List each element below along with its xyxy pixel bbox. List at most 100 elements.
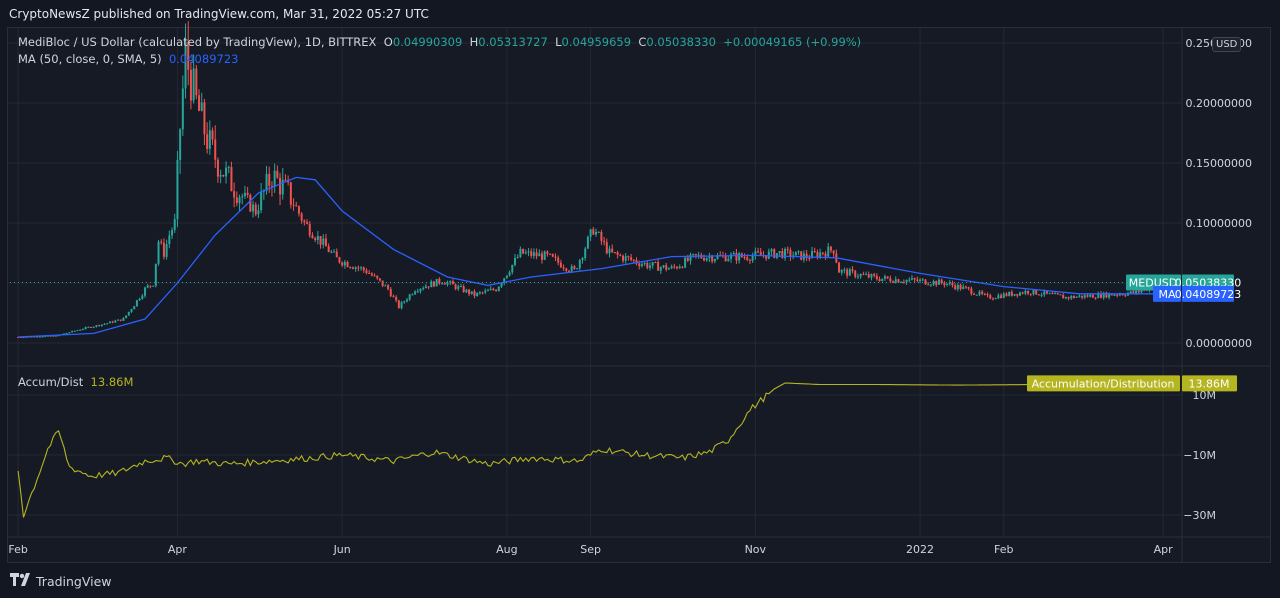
candle-body (252, 204, 255, 212)
candle-body (392, 296, 395, 298)
candle-body (573, 266, 576, 269)
candle-body (624, 256, 627, 261)
tradingview-logo[interactable]: TradingView (10, 573, 112, 590)
candle-body (38, 336, 41, 338)
candle-body (540, 253, 543, 260)
x-tick-label: Feb (8, 543, 27, 556)
candle-body (935, 281, 938, 285)
candle-body (295, 205, 298, 207)
candle-body (627, 256, 630, 258)
candle-body (659, 267, 662, 271)
candle-body (597, 232, 600, 234)
candle-body (230, 167, 233, 192)
candle-body (1056, 293, 1059, 295)
candle-body (222, 174, 225, 177)
ad-series-badge-label: Accumulation/Distribution (1032, 377, 1175, 390)
candle-body (632, 259, 635, 261)
candle-body (1032, 289, 1035, 295)
candle-body (900, 281, 903, 283)
x-tick-label: Nov (745, 543, 767, 556)
candle-body (1016, 294, 1019, 296)
candle-body (268, 173, 271, 186)
close-label: C (638, 35, 647, 49)
candle-body (811, 251, 814, 259)
candle-body (405, 299, 408, 302)
candle-body (840, 270, 843, 273)
candle-body (786, 248, 789, 251)
candle-body (554, 256, 557, 258)
candle-body (208, 130, 211, 149)
candle-body (781, 251, 784, 258)
candle-body (1040, 294, 1043, 296)
candle-body (478, 292, 481, 294)
candle-body (168, 235, 171, 245)
candle-body (913, 278, 916, 280)
candle-body (338, 257, 341, 263)
candle-body (603, 240, 606, 243)
candle-body (98, 325, 101, 327)
candle-body (376, 275, 379, 279)
candle-body (1062, 295, 1065, 299)
candle-body (92, 326, 95, 328)
candle-body (565, 268, 568, 271)
candle-body (1059, 294, 1062, 296)
candle-body (711, 256, 714, 262)
candle-body (1018, 292, 1021, 296)
candle-body (49, 335, 52, 337)
candle-body (886, 276, 889, 279)
candle-body (929, 284, 932, 286)
candle-body (314, 238, 317, 240)
candle-body (1102, 292, 1105, 298)
candle-body (689, 254, 692, 261)
candle-body (867, 274, 870, 278)
candle-body (881, 278, 884, 282)
candle-body (1021, 292, 1024, 294)
candle-body (427, 286, 430, 288)
candle-body (1116, 294, 1119, 296)
candle-body (1094, 297, 1097, 299)
ma-value-badge-text: 0.04089723 (1175, 288, 1241, 301)
ad-tick-label: −30M (1183, 509, 1216, 522)
candle-body (435, 278, 438, 287)
candle-body (451, 281, 454, 285)
candle-body (638, 263, 641, 267)
candle-body (459, 286, 462, 288)
candle-body (41, 336, 44, 338)
candle-body (611, 248, 614, 253)
ma-title: MA (50, close, 0, SMA, 5) (18, 52, 162, 66)
candle-body (1132, 291, 1135, 294)
candle-body (389, 289, 392, 297)
candle-body (370, 273, 373, 276)
publisher-text: CryptoNewsZ published on TradingView.com… (9, 7, 429, 21)
candle-body (1035, 289, 1038, 295)
candle-body (578, 259, 581, 269)
candle-body (362, 267, 365, 271)
candle-body (878, 279, 881, 282)
candle-body (424, 286, 427, 289)
candle-body (765, 255, 768, 259)
candle-body (1000, 295, 1003, 298)
candle-body (316, 235, 319, 240)
candle-body (843, 269, 846, 271)
candle-body (276, 170, 279, 178)
candle-body (160, 241, 163, 243)
candle-body (497, 286, 500, 292)
candle-body (894, 279, 897, 283)
candle-body (983, 293, 986, 295)
y-tick-label: 0.15000000 (1186, 157, 1252, 170)
candle-body (991, 298, 994, 300)
candle-body (1029, 293, 1032, 295)
candle-body (519, 248, 522, 257)
candle-body (767, 251, 770, 259)
candle-body (119, 319, 122, 321)
candle-body (206, 134, 209, 149)
candle-body (270, 185, 273, 187)
candle-body (975, 294, 978, 296)
candle-body (746, 257, 749, 260)
candle-body (570, 266, 573, 272)
candle-body (954, 285, 957, 290)
candle-body (454, 284, 457, 289)
currency-button[interactable]: USD (1212, 37, 1242, 52)
candle-body (770, 249, 773, 252)
